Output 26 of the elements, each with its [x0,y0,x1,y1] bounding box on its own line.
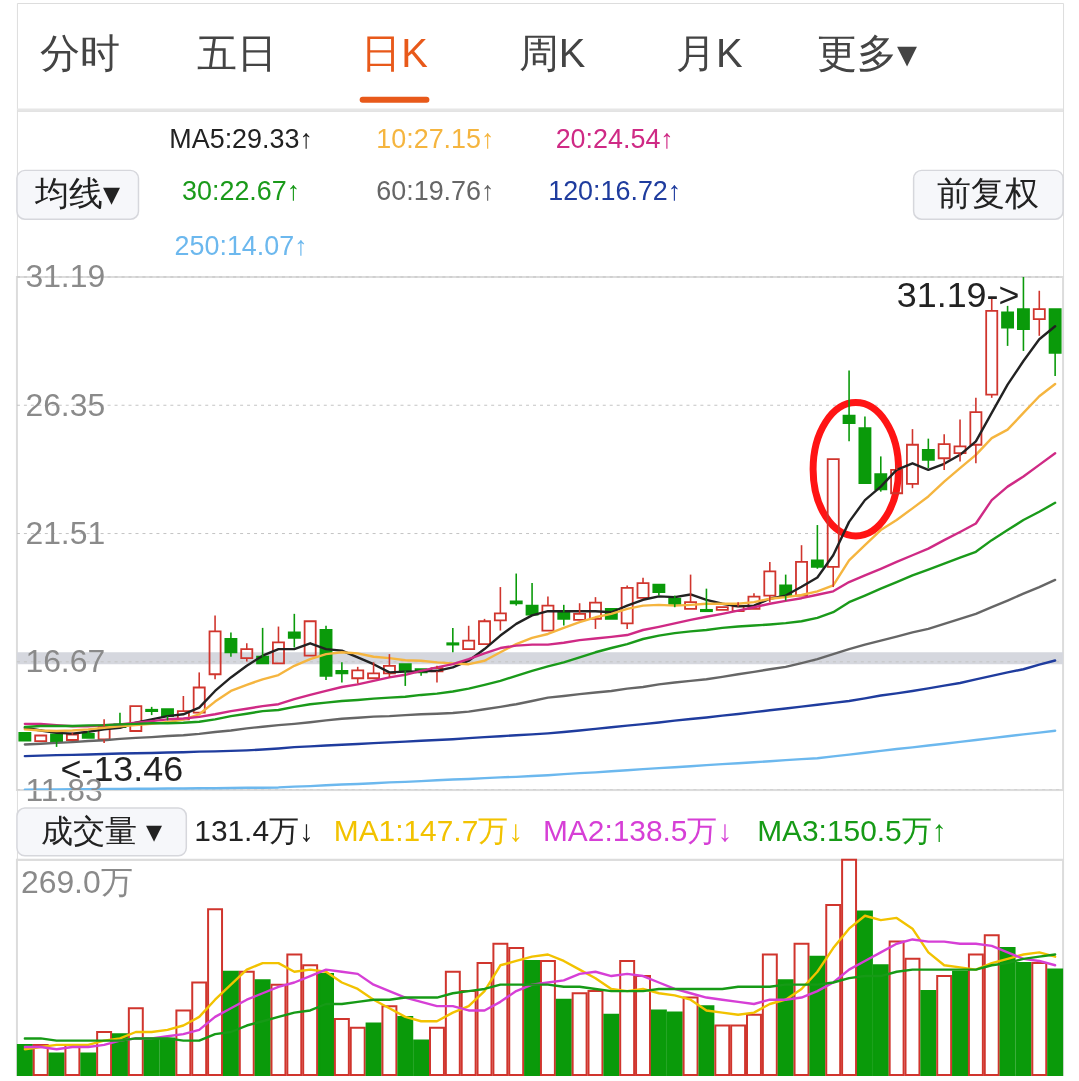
text: 分时 [39,30,120,75]
text: MA2:138.5万↓ [542,813,733,847]
text: 日K [361,30,429,75]
text: 250:14.07↑ [174,231,308,262]
annotation: 31.19-> [896,274,1020,315]
text: 131.4万↓ [194,813,314,847]
text: 60:19.76↑ [376,176,495,207]
text: 前复权 [937,173,1040,212]
text: 10:27.15↑ [376,124,495,155]
y-tick-label: 31.19 [25,258,106,295]
y-tick-label: 26.35 [25,386,106,423]
text: MA3:150.5万↑ [757,813,947,847]
text: 周K [518,30,586,75]
text: 20:24.54↑ [555,124,674,155]
text: MA5:29.33↑ [169,124,313,155]
text: 成交量 ▾ [41,812,163,849]
annotation: 269.0万 [20,863,133,900]
y-tick-label: 16.67 [25,643,106,680]
text: 120:16.72↑ [548,176,682,207]
text: 30:22.67↑ [182,176,301,207]
text: 月K [676,30,744,75]
text: 更多▾ [816,30,917,75]
y-tick-label: 21.51 [25,514,106,551]
text: 五日 [197,30,278,75]
text: MA1:147.7万↓ [333,813,524,847]
text: 均线▾ [34,173,121,212]
